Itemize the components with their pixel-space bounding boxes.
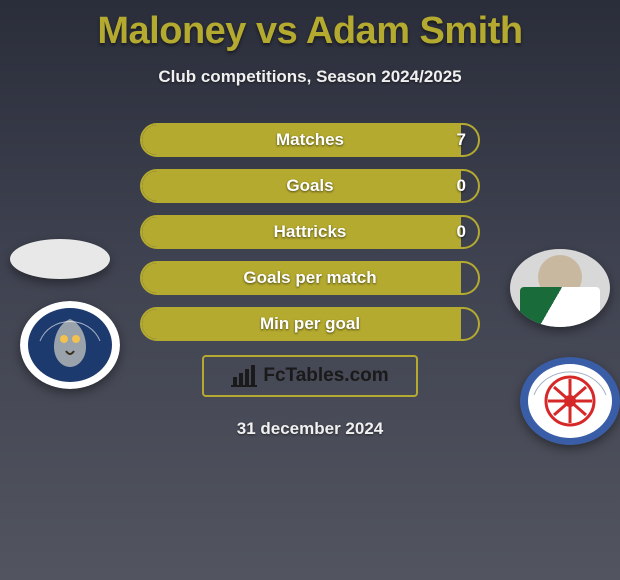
bar-chart-icon [231,365,257,387]
stat-bar-label: Goals per match [142,263,478,293]
stat-value-right: 0 [457,217,466,247]
stat-bar: Matches7 [140,123,480,157]
subtitle: Club competitions, Season 2024/2025 [0,67,620,87]
page-title: Maloney vs Adam Smith [0,0,620,53]
stat-bar-label: Min per goal [142,309,478,339]
stat-bars: Matches7Goals0Hattricks0Goals per matchM… [140,123,480,341]
stat-bar-label: Matches [142,125,478,155]
stat-bar: Goals0 [140,169,480,203]
player-right-avatar [510,249,610,327]
stat-bar: Hattricks0 [140,215,480,249]
crest-right [520,357,620,445]
comparison-panel: Matches7Goals0Hattricks0Goals per matchM… [0,123,620,439]
crest-left [20,301,120,389]
stat-bar-label: Goals [142,171,478,201]
brand-text: FcTables.com [263,365,388,387]
stat-value-right: 0 [457,171,466,201]
player-left-avatar [10,239,110,279]
brand-box: FcTables.com [202,355,418,397]
stat-bar-label: Hattricks [142,217,478,247]
stat-bar: Goals per match [140,261,480,295]
stat-value-right: 7 [457,125,466,155]
stat-bar: Min per goal [140,307,480,341]
